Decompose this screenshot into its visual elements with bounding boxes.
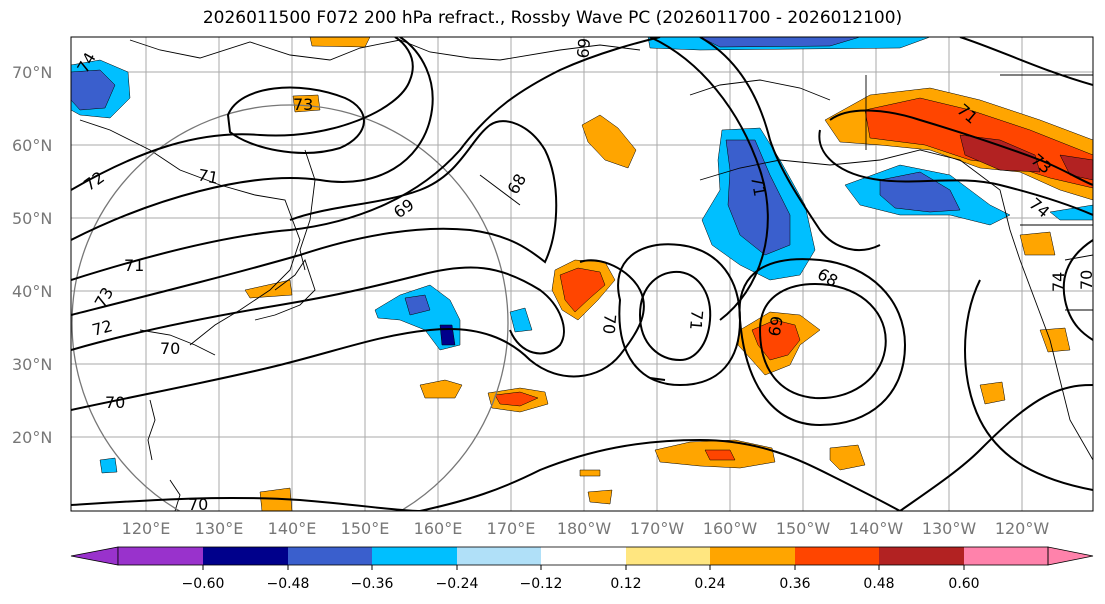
lon-label: 160°W [703, 519, 758, 538]
lat-label: 20°N [12, 428, 52, 447]
contour-label: 73 [293, 95, 313, 114]
colorbar-extend-low [70, 546, 119, 566]
colorbar-segment [879, 547, 964, 565]
longitude-labels: 120°E 130°E 140°E 150°E 160°E 170°E 180°… [122, 519, 1050, 538]
lon-label: 150°E [341, 519, 390, 538]
contour-label: 70 [599, 313, 620, 335]
contour-label: 70 [105, 393, 125, 412]
contour-label: 69 [764, 314, 786, 337]
contour-label: 69 [573, 37, 594, 59]
lat-label: 30°N [12, 355, 52, 374]
colorbar-label: 0.12 [610, 576, 641, 592]
lat-label: 50°N [12, 209, 52, 228]
colorbar-segment [457, 547, 541, 565]
contour-label: 71 [124, 256, 144, 275]
colorbar-segment [626, 547, 710, 565]
contour-label: 71 [747, 175, 769, 198]
colorbar-label: −0.36 [351, 576, 394, 592]
coastlines [79, 39, 1093, 511]
colorbar-segment [118, 547, 203, 565]
lon-label: 120°E [122, 519, 171, 538]
lon-label: 130°E [195, 519, 244, 538]
colorbar-label: −0.48 [267, 576, 310, 592]
contour-label: 70 [1077, 270, 1096, 290]
shaded-anomalies [71, 37, 1093, 511]
lon-label: 180°W [557, 519, 612, 538]
contour-label: 70 [160, 339, 180, 358]
colorbar-label: 0.24 [694, 576, 725, 592]
colorbar-segment [710, 547, 795, 565]
colorbar-segment [372, 547, 457, 565]
map-border [70, 36, 1094, 512]
colorbar-segment [541, 547, 626, 565]
colorbar-label: −0.12 [520, 576, 563, 592]
lon-label: 170°W [630, 519, 685, 538]
contour-label: 71 [196, 165, 219, 187]
colorbar-border [117, 546, 1049, 566]
colorbar-segment [795, 547, 879, 565]
map-title: 2026011500 F072 200 hPa refract., Rossby… [202, 8, 903, 28]
contour-label: 71 [686, 309, 707, 331]
colorbar: −0.60 −0.48 −0.36 −0.24 −0.12 0.12 0.24 … [70, 546, 1094, 592]
colorbar-label: −0.24 [436, 576, 479, 592]
colorbar-extend-high [1047, 546, 1094, 566]
map-content: 74 73 72 71 69 68 69 71 72 73 70 70 70 7… [71, 37, 1096, 514]
lon-label: 150°W [776, 519, 831, 538]
contour-label: 70 [188, 495, 208, 514]
colorbar-segment [964, 547, 1048, 565]
lon-label: 140°E [268, 519, 317, 538]
lat-label: 40°N [12, 282, 52, 301]
colorbar-label: 0.60 [948, 576, 979, 592]
lon-label: 120°W [995, 519, 1050, 538]
colorbar-segment [288, 547, 372, 565]
lat-label: 70°N [12, 63, 52, 82]
contour-label: 72 [90, 316, 115, 340]
colorbar-label: −0.60 [182, 576, 225, 592]
colorbar-segment [203, 547, 288, 565]
colorbar-label: 0.36 [779, 576, 810, 592]
lon-label: 140°W [849, 519, 904, 538]
reference-circle [71, 104, 509, 511]
lat-label: 60°N [12, 136, 52, 155]
lon-label: 130°W [922, 519, 977, 538]
colorbar-label: 0.48 [863, 576, 894, 592]
lon-label: 160°E [414, 519, 463, 538]
refractivity-contours [71, 37, 1093, 511]
contour-label: 74 [1049, 272, 1068, 292]
lon-label: 170°E [487, 519, 536, 538]
latitude-labels: 70°N 60°N 50°N 40°N 30°N 20°N [12, 63, 52, 447]
